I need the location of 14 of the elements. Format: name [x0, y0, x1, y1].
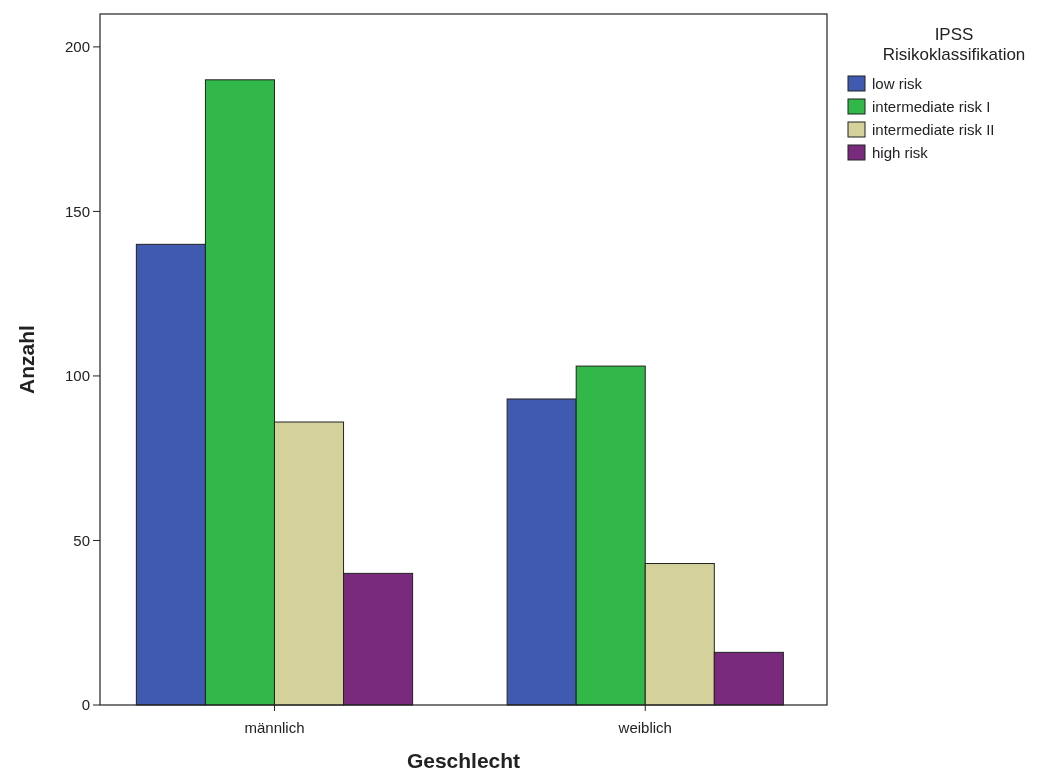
- legend-label: intermediate risk II: [872, 121, 995, 139]
- y-tick-label: 200: [64, 38, 90, 56]
- x-tick-label: weiblich: [617, 719, 672, 736]
- y-tick-label: 0: [81, 696, 90, 714]
- legend-title: IPSS Risikoklassifikation: [882, 25, 1026, 64]
- x-axis-title: Geschlecht: [406, 749, 521, 772]
- legend-label: high risk: [872, 144, 929, 162]
- x-tick-label: männlich: [244, 719, 305, 736]
- y-tick-label: 100: [64, 367, 90, 385]
- y-tick-label: 50: [73, 531, 90, 549]
- legend-label: low risk: [872, 75, 923, 93]
- y-tick-label: 150: [64, 202, 90, 220]
- y-axis-title: Anzahl: [15, 325, 38, 394]
- legend-label: intermediate risk I: [872, 98, 991, 116]
